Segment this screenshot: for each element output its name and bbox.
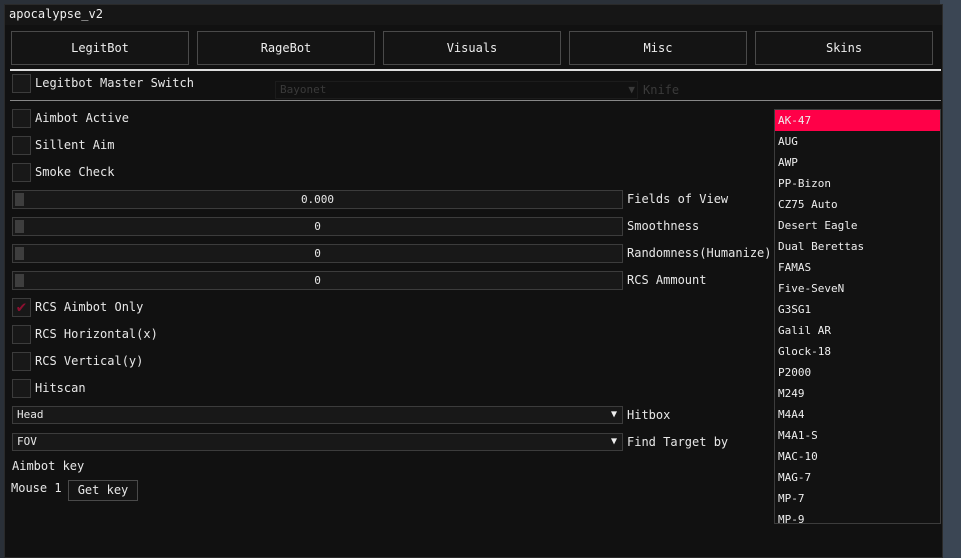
rcs-amount-label: RCS Ammount — [627, 273, 707, 287]
faded-knife-combo: Bayonet ▼ — [275, 81, 638, 99]
weapon-list-item[interactable]: Five-SeveN — [778, 282, 845, 295]
desktop-background — [940, 0, 961, 558]
title-bar[interactable] — [5, 5, 942, 25]
weapon-list-item[interactable]: Glock-18 — [778, 345, 831, 358]
weapon-list-item[interactable]: M4A4 — [778, 408, 805, 421]
slider-value: 0 — [314, 220, 321, 233]
hitbox-combo[interactable]: Head ▼ — [12, 406, 623, 424]
separator — [10, 69, 941, 71]
tab-visuals[interactable]: Visuals — [383, 31, 561, 65]
combo-value: FOV — [17, 435, 37, 448]
slider-grab[interactable] — [15, 220, 24, 233]
rcs-vertical-checkbox[interactable] — [12, 352, 31, 371]
weapon-list-item[interactable]: G3SG1 — [778, 303, 812, 316]
slider-value: 0.000 — [300, 193, 335, 206]
dropdown-arrow-icon[interactable]: ▼ — [610, 409, 618, 420]
get-key-button[interactable]: Get key — [68, 480, 138, 501]
faded-arrow-icon: ▼ — [628, 83, 635, 96]
randomness-label: Randomness(Humanize) — [627, 246, 772, 260]
weapon-list-item[interactable]: M4A1-S — [778, 429, 818, 442]
weapon-list-item[interactable]: MAG-7 — [778, 471, 812, 484]
weapon-list-item[interactable]: MP-9 — [778, 513, 805, 524]
smoothness-label: Smoothness — [627, 219, 700, 233]
silent-aim-label: Sillent Aim — [35, 138, 115, 152]
slider-value: 0 — [314, 274, 321, 287]
weapon-list-item[interactable]: Dual Berettas — [778, 240, 865, 253]
tab-misc[interactable]: Misc — [569, 31, 747, 65]
window-title: apocalypse_v2 — [9, 7, 103, 21]
silent-aim-checkbox[interactable] — [12, 136, 31, 155]
weapon-list-item[interactable]: P2000 — [778, 366, 812, 379]
rcs-horizontal-checkbox[interactable] — [12, 325, 31, 344]
find-target-combo[interactable]: FOV ▼ — [12, 433, 623, 451]
slider-grab[interactable] — [15, 193, 24, 206]
tab-ragebot[interactable]: RageBot — [197, 31, 375, 65]
slider-value: 0 — [314, 247, 321, 260]
weapon-list[interactable]: AK-47 AUG AWP PP-Bizon CZ75 Auto Desert Eagle… — [774, 109, 941, 524]
main-window: apocalypse_v2 LegitBot RageBot Visuals M… — [4, 4, 943, 558]
smoke-check-label: Smoke Check — [35, 165, 115, 179]
weapon-list-item[interactable]: AK-47 — [775, 110, 940, 131]
aimbot-key-label: Aimbot key — [12, 459, 85, 473]
hitbox-label: Hitbox — [627, 408, 671, 422]
faded-combo-value: Bayonet — [280, 83, 327, 96]
weapon-list-item[interactable]: AUG — [778, 135, 798, 148]
combo-value: Head — [17, 408, 44, 421]
aimbot-active-checkbox[interactable] — [12, 109, 31, 128]
slider-grab[interactable] — [15, 247, 24, 260]
find-target-label: Find Target by — [627, 435, 729, 449]
master-switch-label: Legitbot Master Switch — [35, 76, 194, 90]
master-switch-checkbox[interactable] — [12, 74, 31, 93]
rcs-amount-slider[interactable]: 0 — [12, 271, 623, 290]
rcs-aimbot-only-checkbox[interactable]: ✔ — [12, 298, 31, 317]
rcs-horizontal-label: RCS Horizontal(x) — [35, 327, 158, 341]
weapon-list-item[interactable]: MAC-10 — [778, 450, 818, 463]
randomness-slider[interactable]: 0 — [12, 244, 623, 263]
rcs-aimbot-only-label: RCS Aimbot Only — [35, 300, 144, 314]
hitscan-checkbox[interactable] — [12, 379, 31, 398]
smoothness-slider[interactable]: 0 — [12, 217, 623, 236]
separator — [10, 100, 941, 101]
weapon-list-item[interactable]: AWP — [778, 156, 798, 169]
rcs-vertical-label: RCS Vertical(y) — [35, 354, 144, 368]
aimbot-key-value: Mouse 1 — [11, 481, 62, 495]
tab-skins[interactable]: Skins — [755, 31, 933, 65]
aimbot-active-label: Aimbot Active — [35, 111, 129, 125]
weapon-list-item[interactable]: Desert Eagle — [778, 219, 858, 232]
weapon-list-item[interactable]: M249 — [778, 387, 805, 400]
fov-label: Fields of View — [627, 192, 729, 206]
weapon-list-item[interactable]: CZ75 Auto — [778, 198, 838, 211]
checkmark-icon: ✔ — [16, 297, 27, 316]
faded-knife-label: Knife — [643, 83, 680, 97]
slider-grab[interactable] — [15, 274, 24, 287]
fov-slider[interactable]: 0.000 — [12, 190, 623, 209]
weapon-list-item[interactable]: FAMAS — [778, 261, 812, 274]
tab-legitbot[interactable]: LegitBot — [11, 31, 189, 65]
smoke-check-checkbox[interactable] — [12, 163, 31, 182]
weapon-list-item[interactable]: MP-7 — [778, 492, 805, 505]
hitscan-label: Hitscan — [35, 381, 86, 395]
weapon-list-item[interactable]: Galil AR — [778, 324, 831, 337]
weapon-list-item[interactable]: PP-Bizon — [778, 177, 831, 190]
dropdown-arrow-icon[interactable]: ▼ — [610, 436, 618, 447]
